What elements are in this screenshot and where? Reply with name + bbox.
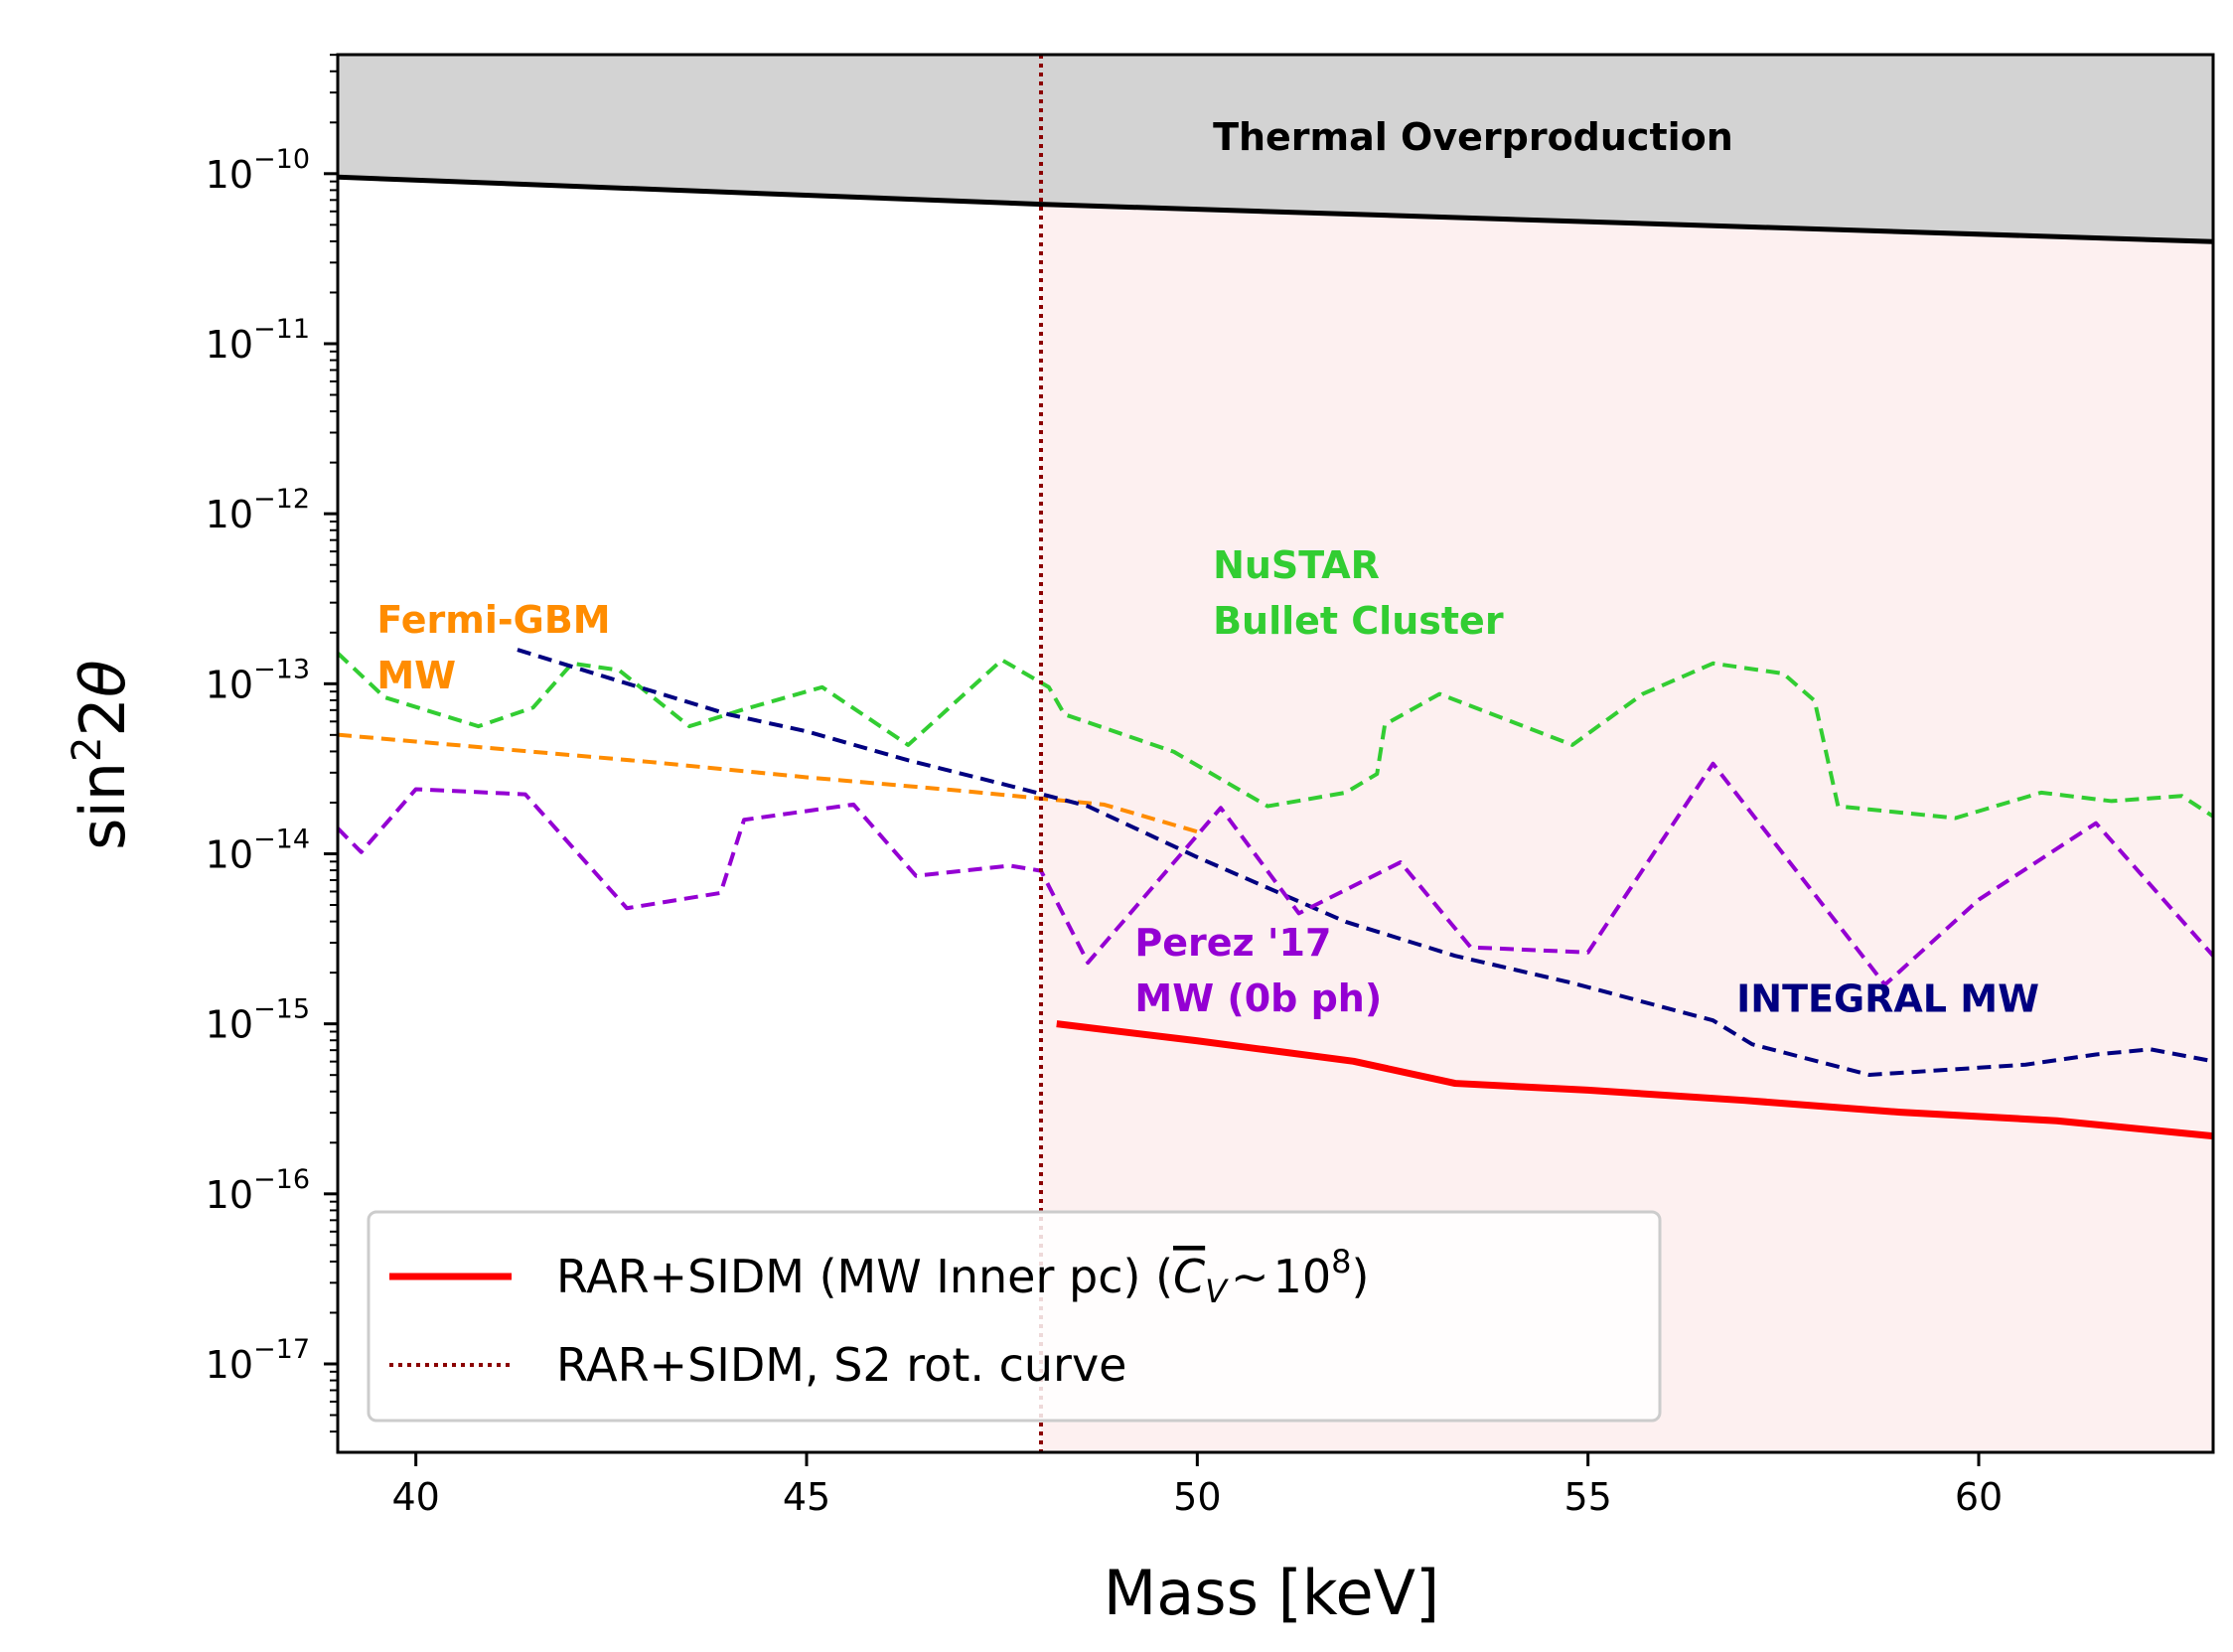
series-rar-sidm-mw-inner-pc (1056, 1020, 2213, 1140)
legend-box (367, 1210, 1662, 1423)
legend-label-s2-rot-curve: RAR+SIDM, S2 rot. curve (556, 1338, 1126, 1392)
legend: RAR+SIDM (MW Inner pc) (CV∼108) RAR+SIDM… (367, 1210, 1662, 1423)
plot-area (338, 55, 2213, 1452)
x-axis-label: Mass [keV] (1104, 1557, 1439, 1629)
y-tick-label: 10−16 (206, 1164, 310, 1217)
plot-frame (336, 53, 2215, 1454)
region-excluded-region (1041, 204, 2213, 1452)
y-tick-label: 10−17 (206, 1334, 310, 1387)
y-tick-label: 10−11 (206, 314, 310, 367)
annotation-integral-mw: INTEGRAL MW (1736, 977, 2039, 1021)
annotation-thermal-overproduction: Thermal Overproduction (1213, 115, 1733, 159)
legend-label-rar-sidm: RAR+SIDM (MW Inner pc) (CV∼108) (556, 1243, 1369, 1310)
x-tick-label: 50 (1173, 1475, 1221, 1519)
series-fermi-gbm-mw (338, 732, 1198, 834)
series-nustar-bullet-cluster (338, 652, 2213, 821)
y-tick-label: 10−15 (206, 994, 310, 1047)
thermal-boundary-line (338, 174, 2213, 244)
x-tick-label: 40 (391, 1475, 439, 1519)
y-tick-label: 10−14 (206, 824, 310, 876)
x-tick-label: 45 (783, 1475, 830, 1519)
annotation-fermi-gbm-mw: Fermi-GBM MW (376, 598, 610, 697)
x-tick-label: 55 (1563, 1475, 1611, 1519)
series-integral-mw (517, 648, 2213, 1078)
y-tick-label: 10−12 (206, 484, 310, 536)
annotation-perez-17-mw-0b-ph: Perez '17 MW (0b ph) (1134, 921, 1382, 1020)
y-tick-label: 10−10 (206, 144, 310, 197)
y-tick-label: 10−13 (206, 654, 310, 706)
x-tick-label: 60 (1955, 1475, 2003, 1519)
annotation-nustar-bullet-cluster: NuSTAR Bullet Cluster (1213, 543, 1504, 643)
